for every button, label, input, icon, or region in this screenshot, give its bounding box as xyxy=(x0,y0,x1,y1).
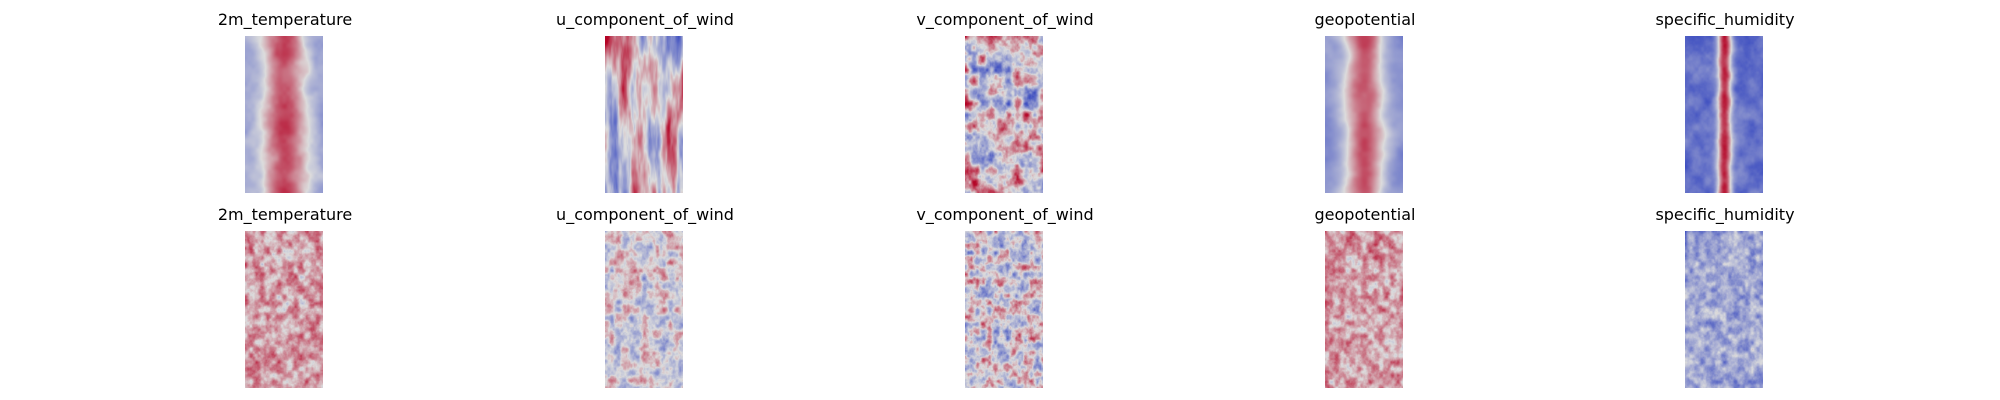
heatmap-image xyxy=(245,231,323,388)
panel-title: specific_humidity xyxy=(1655,205,1795,224)
panel-specific-humidity-row2: specific_humidity xyxy=(1645,205,1805,395)
heatmap-image xyxy=(1325,36,1403,193)
heatmap-image xyxy=(245,36,323,193)
panel-v-component-of-wind-row1: v_component_of_wind xyxy=(916,10,1094,200)
panel-title: 2m_temperature xyxy=(217,10,353,29)
panel-geopotential-row1: geopotential xyxy=(1285,10,1445,200)
heatmap-image xyxy=(965,36,1043,193)
panel-specific-humidity-row1: specific_humidity xyxy=(1645,10,1805,200)
heatmap-image xyxy=(605,231,683,388)
panel-u-component-of-wind-row1: u_component_of_wind xyxy=(556,10,734,200)
heatmap-image xyxy=(1685,36,1763,193)
panel-title: v_component_of_wind xyxy=(916,205,1094,224)
panel-title: v_component_of_wind xyxy=(916,10,1094,29)
panel-title: geopotential xyxy=(1314,205,1416,224)
panel-u-component-of-wind-row2: u_component_of_wind xyxy=(556,205,734,395)
heatmap-image xyxy=(605,36,683,193)
panel-title: specific_humidity xyxy=(1655,10,1795,29)
heatmap-image xyxy=(1325,231,1403,388)
heatmap-image xyxy=(1685,231,1763,388)
heatmap-image xyxy=(965,231,1043,388)
panel-2m-temperature-row2: 2m_temperature xyxy=(205,205,365,395)
panel-2m-temperature-row1: 2m_temperature xyxy=(205,10,365,200)
panel-title: 2m_temperature xyxy=(217,205,353,224)
panel-title: geopotential xyxy=(1314,10,1416,29)
panel-geopotential-row2: geopotential xyxy=(1285,205,1445,395)
panel-title: u_component_of_wind xyxy=(556,205,734,224)
panel-title: u_component_of_wind xyxy=(556,10,734,29)
panel-v-component-of-wind-row2: v_component_of_wind xyxy=(916,205,1094,395)
